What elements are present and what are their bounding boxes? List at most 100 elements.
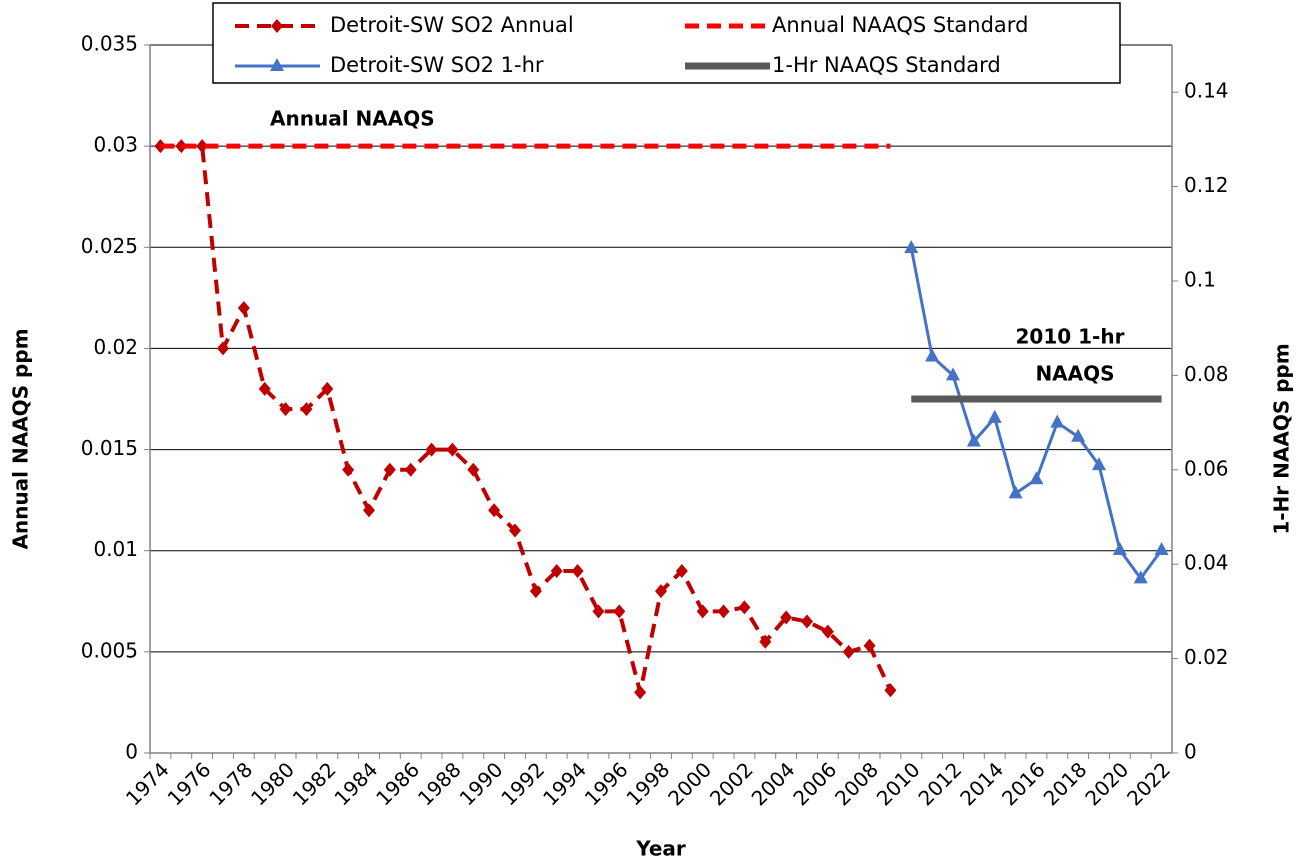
x-tick-label: 1974 (121, 757, 174, 810)
legend-box (212, 2, 1121, 84)
marker (1133, 570, 1148, 584)
marker (780, 610, 793, 625)
marker (383, 462, 396, 477)
marker (175, 139, 188, 154)
marker (1112, 542, 1127, 556)
marker (529, 584, 542, 599)
marker (217, 341, 229, 356)
marker (966, 433, 981, 447)
y2-tick-label: 0.1 (1184, 268, 1216, 292)
legend-marker (270, 58, 284, 71)
marker (1071, 428, 1086, 442)
marker (842, 644, 855, 659)
x-tick-label: 2016 (997, 757, 1050, 810)
y-tick-label: 0.01 (93, 537, 138, 561)
x-tick-label: 1982 (288, 757, 341, 810)
marker (425, 442, 438, 457)
x-tick-label: 1976 (163, 757, 216, 810)
y2-axis-title: 1-Hr NAAQS ppm (1270, 343, 1294, 534)
marker (634, 685, 647, 700)
marker (321, 381, 334, 396)
x-tick-label: 2020 (1080, 757, 1133, 810)
y-tick-label: 0 (125, 740, 138, 764)
x-tick-label: 2022 (1122, 757, 1175, 810)
series-line (909, 247, 1163, 580)
annotation: Annual NAAQS (270, 107, 435, 131)
x-tick-label: 1986 (371, 757, 424, 810)
marker (863, 638, 876, 653)
x-tick-label: 1980 (246, 757, 299, 810)
x-tick-label: 1998 (621, 757, 674, 810)
x-tick-label: 1992 (496, 757, 549, 810)
marker (696, 604, 709, 619)
x-tick-label: 2000 (663, 757, 716, 810)
marker (946, 367, 960, 381)
marker (571, 563, 584, 578)
x-tick-label: 1988 (413, 757, 466, 810)
x-tick-label: 2008 (830, 757, 883, 810)
marker (196, 139, 209, 154)
marker (821, 624, 834, 639)
x-tick-label: 2006 (788, 757, 841, 810)
marker (404, 462, 417, 477)
marker (363, 503, 375, 518)
marker (258, 381, 271, 396)
marker (675, 563, 688, 578)
annotation: 2010 1-hr (1016, 325, 1125, 349)
marker (488, 503, 501, 518)
marker (1154, 542, 1169, 556)
y2-tick-label: 0.02 (1184, 645, 1229, 669)
legend-marker (271, 19, 283, 33)
y-tick-label: 0.005 (81, 638, 138, 662)
marker (801, 614, 813, 629)
legend-label: Detroit-SW SO2 Annual (330, 13, 574, 37)
series-line (160, 144, 893, 695)
marker (1008, 485, 1023, 499)
y-tick-label: 0.02 (93, 335, 138, 359)
y-tick-label: 0.015 (81, 436, 138, 460)
x-tick-label: 1978 (204, 757, 257, 810)
x-tick-label: 1990 (455, 757, 508, 810)
marker (717, 604, 730, 619)
y2-tick-label: 0 (1184, 740, 1197, 764)
legend-label: 1-Hr NAAQS Standard (772, 53, 1001, 77)
marker (279, 402, 292, 417)
marker (759, 634, 772, 649)
marker (1092, 457, 1106, 471)
x-tick-label: 2010 (872, 757, 925, 810)
x-tick-label: 2018 (1039, 757, 1092, 810)
marker (1050, 414, 1065, 428)
marker (237, 300, 250, 315)
annotation: NAAQS (1035, 362, 1114, 386)
marker (467, 462, 480, 477)
y-tick-label: 0.03 (93, 133, 138, 157)
marker (342, 462, 355, 477)
marker (987, 409, 1002, 423)
y2-tick-label: 0.14 (1184, 79, 1229, 103)
y2-tick-label: 0.08 (1184, 362, 1229, 386)
y-tick-label: 0.025 (81, 234, 138, 258)
x-tick-label: 2002 (705, 757, 758, 810)
x-tick-label: 2014 (955, 757, 1008, 810)
y2-tick-label: 0.04 (1184, 551, 1229, 575)
x-tick-label: 1994 (538, 757, 591, 810)
x-tick-label: 1984 (329, 757, 382, 810)
x-axis-title: Year (635, 837, 686, 861)
marker (1029, 471, 1044, 485)
y2-tick-label: 0.06 (1184, 456, 1229, 480)
legend-label: Detroit-SW SO2 1-hr (330, 53, 544, 77)
marker (446, 442, 459, 457)
y2-tick-label: 0.12 (1184, 173, 1229, 197)
y-tick-label: 0.035 (81, 32, 138, 56)
marker (655, 584, 667, 599)
marker (550, 563, 563, 578)
x-tick-label: 1996 (580, 757, 633, 810)
marker (738, 600, 751, 615)
y-axis-title: Annual NAAQS ppm (9, 328, 33, 549)
marker (884, 683, 897, 698)
marker (925, 348, 940, 362)
marker (509, 523, 521, 538)
marker (592, 604, 605, 619)
marker (300, 402, 313, 417)
